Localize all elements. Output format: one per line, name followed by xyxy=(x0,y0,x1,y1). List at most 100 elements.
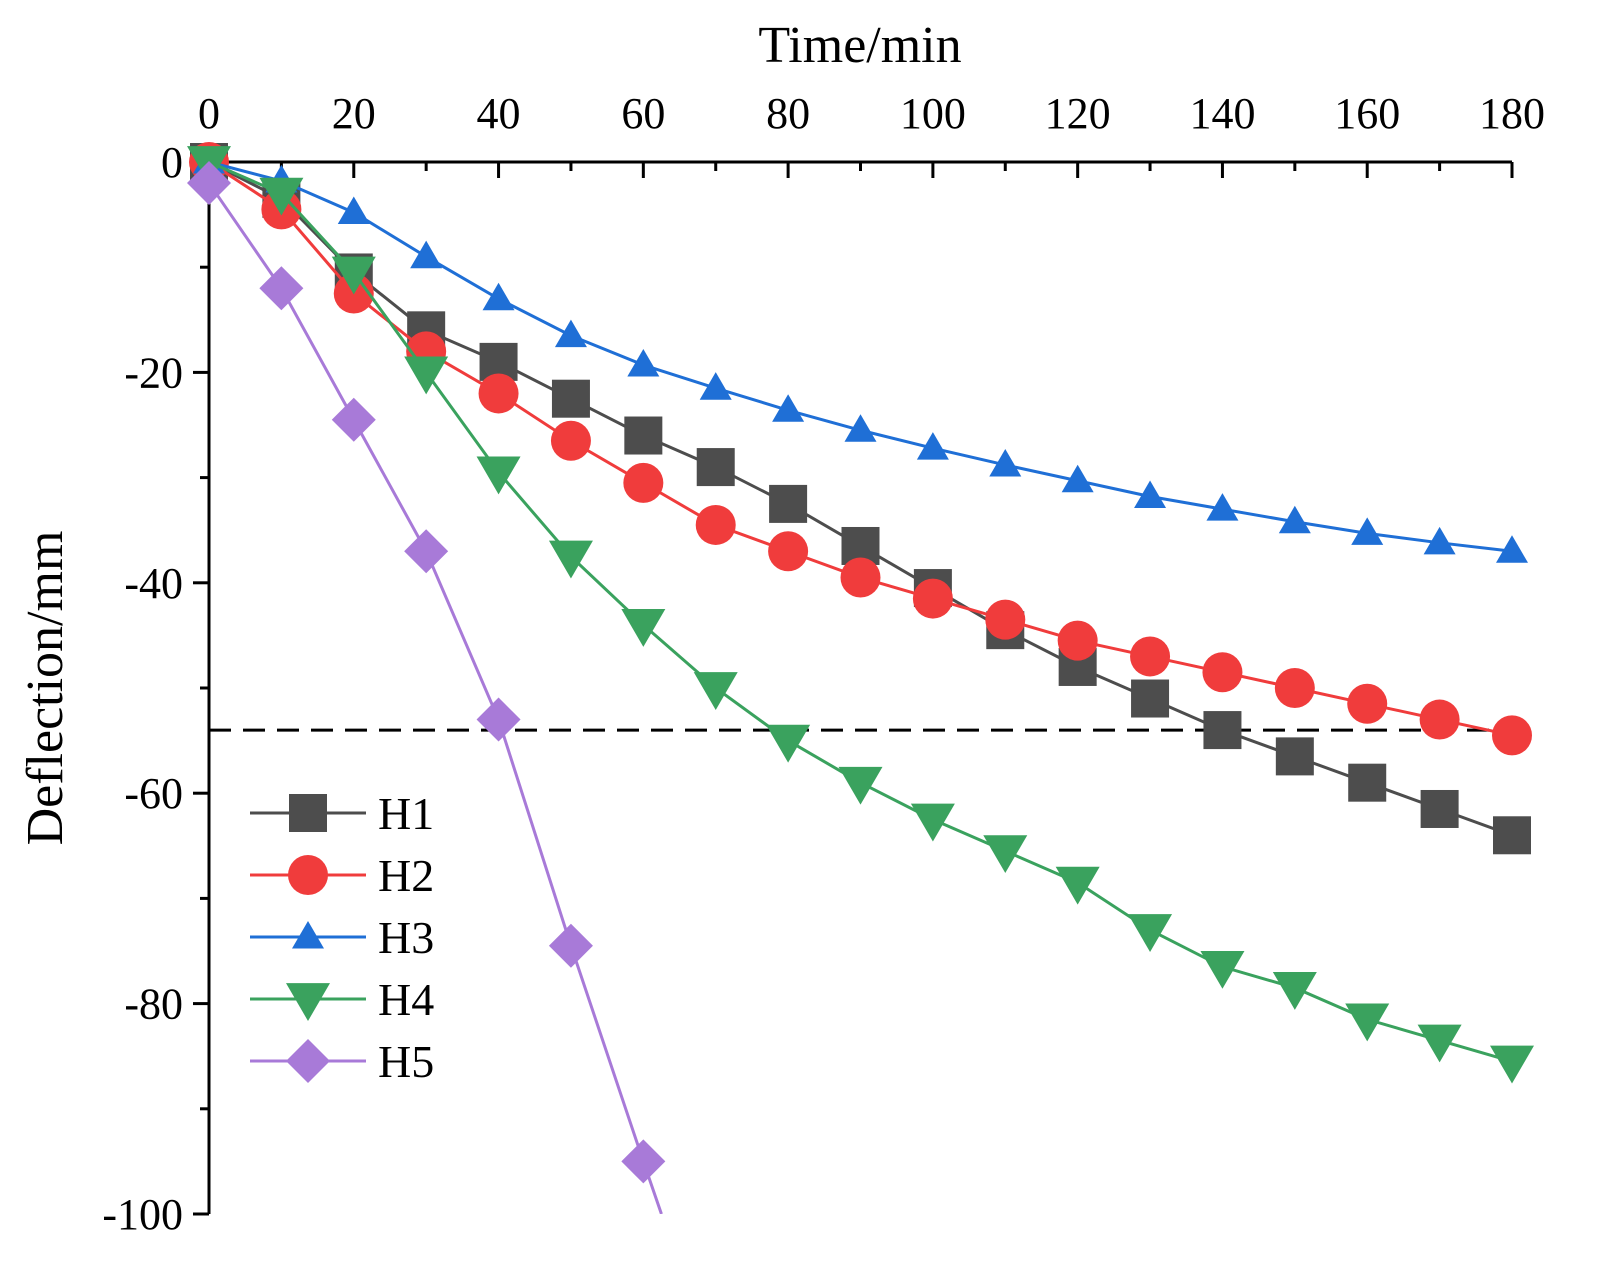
data-point-H5 xyxy=(331,397,376,442)
data-point-H4 xyxy=(548,540,593,579)
y-tick-label: -40 xyxy=(124,559,183,608)
series-H1 xyxy=(190,143,1531,855)
data-point-H3 xyxy=(989,448,1022,477)
data-point-H3 xyxy=(916,432,949,460)
data-point-H3 xyxy=(554,319,587,348)
data-point-H3 xyxy=(410,240,443,269)
legend-marker-H4 xyxy=(286,983,330,1021)
data-point-H2 xyxy=(912,578,953,619)
data-point-H2 xyxy=(1202,652,1243,693)
series-layer xyxy=(187,142,1534,1214)
data-point-H2 xyxy=(985,599,1026,640)
x-tick-label: 80 xyxy=(766,89,810,138)
legend-label-H1: H1 xyxy=(378,788,434,839)
data-point-H3 xyxy=(772,394,805,422)
data-point-H5 xyxy=(548,923,593,968)
data-point-H2 xyxy=(623,462,664,503)
data-point-H2 xyxy=(1274,668,1315,708)
data-point-H1 xyxy=(1493,816,1531,855)
data-point-H2 xyxy=(1419,699,1460,740)
data-point-H1 xyxy=(1131,679,1170,718)
data-point-H1 xyxy=(696,448,735,487)
x-tick-label: 60 xyxy=(621,89,665,138)
data-point-H1 xyxy=(1348,763,1387,802)
legend-label-H4: H4 xyxy=(378,974,434,1025)
y-tick-label: -100 xyxy=(102,1190,183,1239)
data-point-H1 xyxy=(769,484,808,523)
data-point-H2 xyxy=(840,557,881,598)
data-point-H4 xyxy=(1417,1024,1462,1063)
y-axis-title: Deflection/mm xyxy=(17,531,74,846)
x-tick-label: 20 xyxy=(332,89,376,138)
data-point-H1 xyxy=(551,379,590,418)
data-point-H1 xyxy=(1203,711,1242,750)
data-point-H3 xyxy=(1206,493,1239,521)
data-point-H3 xyxy=(1351,517,1384,545)
data-point-H5 xyxy=(404,529,449,574)
data-point-H4 xyxy=(983,835,1028,874)
x-tick-label: 160 xyxy=(1334,89,1400,138)
data-point-H2 xyxy=(768,531,809,572)
data-point-H4 xyxy=(1345,1003,1390,1042)
legend-marker-H1 xyxy=(289,794,327,832)
axes: 0 20 40 60 80 100 120 140 160 180 0 -20 -40 -60 -80 -10… xyxy=(102,89,1545,1239)
data-point-H4 xyxy=(404,356,449,395)
data-point-H1 xyxy=(1275,737,1314,776)
data-point-H4 xyxy=(1272,971,1317,1010)
series-line-H2 xyxy=(208,160,1513,737)
x-tick-label: 0 xyxy=(198,89,220,138)
data-point-H4 xyxy=(621,609,666,647)
data-point-H2 xyxy=(1347,683,1388,724)
data-point-H2 xyxy=(695,504,736,545)
data-point-H3 xyxy=(699,372,732,400)
legend-label-H5: H5 xyxy=(378,1036,434,1087)
data-point-H3 xyxy=(1496,535,1528,563)
data-point-H3 xyxy=(1423,526,1456,555)
x-tick-label: 120 xyxy=(1045,89,1111,138)
x-axis-title: Time/min xyxy=(758,17,961,74)
data-point-H5 xyxy=(476,697,521,742)
legend-marker-H5 xyxy=(286,1039,330,1083)
x-tick-label: 180 xyxy=(1479,89,1545,138)
x-tick-label: 100 xyxy=(900,89,966,138)
data-point-H4 xyxy=(259,177,304,216)
data-point-H3 xyxy=(844,414,877,442)
x-tick-label: 140 xyxy=(1189,89,1255,138)
data-point-H1 xyxy=(1420,789,1459,828)
legend-marker-H2 xyxy=(288,855,328,895)
data-point-H3 xyxy=(1061,464,1094,493)
y-tick-label: -20 xyxy=(124,348,183,397)
series-line-H5 xyxy=(207,182,663,1214)
data-point-H4 xyxy=(1490,1045,1534,1084)
data-point-H2 xyxy=(550,420,591,461)
data-point-H3 xyxy=(627,349,660,377)
y-tick-label: 0 xyxy=(161,138,183,187)
data-point-H3 xyxy=(1134,480,1167,509)
x-tick-label: 40 xyxy=(477,89,521,138)
data-point-H4 xyxy=(838,766,883,805)
legend-label-H2: H2 xyxy=(378,850,434,901)
data-point-H4 xyxy=(476,456,521,495)
data-point-H4 xyxy=(1200,950,1245,989)
data-point-H4 xyxy=(693,672,738,710)
series-H5 xyxy=(187,161,666,1214)
data-point-H4 xyxy=(910,803,955,842)
data-point-H2 xyxy=(1492,715,1532,756)
data-point-H3 xyxy=(337,196,370,225)
series-H3 xyxy=(193,146,1528,563)
data-point-H4 xyxy=(331,256,376,295)
data-point-H5 xyxy=(621,1139,666,1184)
legend: H1 H2 H3 H4 H5 xyxy=(250,788,434,1087)
data-point-H5 xyxy=(259,266,304,311)
data-point-H2 xyxy=(478,373,519,414)
data-point-H3 xyxy=(482,282,515,311)
data-point-H1 xyxy=(624,416,663,455)
y-tick-label: -80 xyxy=(124,980,183,1029)
data-point-H2 xyxy=(1130,636,1171,677)
legend-marker-H3 xyxy=(292,921,324,949)
data-point-H4 xyxy=(1055,866,1100,905)
legend-label-H3: H3 xyxy=(378,912,434,963)
data-point-H5 xyxy=(187,161,231,206)
data-point-H3 xyxy=(1278,505,1311,534)
